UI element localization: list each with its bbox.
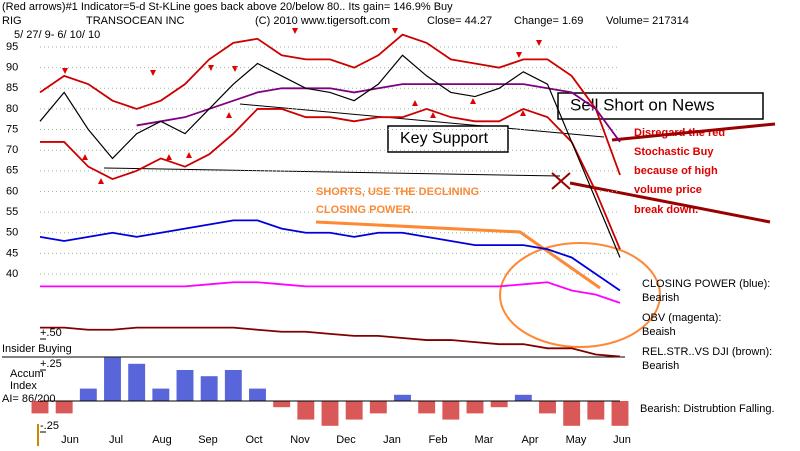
- bar: [490, 401, 508, 408]
- shorts-line: CLOSING POWER.: [316, 204, 414, 216]
- series-line: [39, 54, 621, 258]
- company: TRANSOCEAN INC: [86, 15, 184, 27]
- bar: [514, 394, 532, 401]
- y-tick-label: 80: [6, 103, 18, 115]
- x-tick-label: Feb: [429, 434, 448, 446]
- copyright: (C) 2010 www.tigersoft.com: [255, 15, 390, 27]
- x-tick-label: Apr: [521, 434, 538, 446]
- y-tick-label: 70: [6, 144, 18, 156]
- x-tick-label: Aug: [152, 434, 172, 446]
- series-line: [39, 33, 621, 176]
- support-box: [387, 125, 509, 153]
- bar: [128, 363, 146, 401]
- cross: [551, 172, 571, 190]
- x-tick-label: Oct: [245, 434, 262, 446]
- bar: [369, 401, 387, 414]
- y-tick-label: +.25: [40, 358, 62, 370]
- sell-short: Sell Short on News: [570, 95, 715, 114]
- insider: Insider Buying: [2, 343, 72, 355]
- bar: [611, 401, 629, 426]
- bar: [442, 401, 460, 420]
- y-tick-label: 75: [6, 123, 18, 135]
- bar: [152, 388, 170, 401]
- highlight: [499, 242, 661, 348]
- close: Close= 44.27: [427, 15, 492, 27]
- y-tick-label: 45: [6, 247, 18, 259]
- signal: (Red arrows)#1 Indicator=5-d St-KLine go…: [2, 1, 453, 13]
- bar: [394, 394, 411, 401]
- shorts-note: SHORTS, USE THE DECLINING CLOSING POWER.: [316, 186, 479, 216]
- ticker: RIG: [2, 15, 22, 27]
- bar: [55, 401, 73, 414]
- y-tick-label: 85: [6, 82, 18, 94]
- rs-label: REL.STR..VS DJI (brown):: [642, 346, 772, 358]
- shorts-line: SHORTS, USE THE DECLINING: [316, 186, 479, 198]
- note-line: volume price: [634, 184, 702, 196]
- bar: [249, 388, 266, 401]
- x-tick-label: Sep: [198, 434, 218, 446]
- x-tick-label: May: [566, 434, 587, 446]
- key-support: Key Support: [400, 130, 489, 147]
- bar: [176, 370, 194, 401]
- bar: [418, 401, 436, 414]
- obv-label: OBV (magenta):: [642, 312, 721, 324]
- cp-state: Bearish: [642, 292, 679, 304]
- cp-label: CLOSING POWER (blue):: [642, 278, 770, 290]
- y-tick-label: 95: [6, 41, 18, 53]
- note-line: Stochastic Buy: [634, 146, 714, 158]
- bar: [79, 388, 97, 401]
- y-tick-label: 90: [6, 62, 18, 74]
- accum: Accum: [10, 368, 44, 380]
- trend-line: [239, 103, 605, 138]
- bar: [297, 401, 315, 420]
- y-tick-label: 40: [6, 268, 18, 280]
- bar: [539, 401, 556, 414]
- bar: [200, 376, 218, 401]
- bar: [104, 357, 121, 401]
- y-tick-label: 50: [6, 227, 18, 239]
- series-line: [136, 83, 621, 143]
- note-lines: [569, 122, 776, 224]
- support-line: [103, 167, 561, 177]
- volume: Volume= 217314: [606, 15, 689, 27]
- bar: [224, 370, 242, 401]
- y-tick-label: 65: [6, 165, 18, 177]
- obv-state: Beaish: [642, 326, 676, 338]
- note-line: break down.: [634, 204, 698, 216]
- series-line: [40, 281, 621, 304]
- x-tick-label: Jun: [61, 434, 79, 446]
- index: Index: [10, 380, 37, 392]
- bar: [563, 401, 581, 426]
- x-tick-label: Nov: [290, 434, 310, 446]
- x-tick-label: Dec: [336, 434, 356, 446]
- series-line: [40, 326, 621, 358]
- series-line: [39, 219, 621, 292]
- bar: [587, 401, 605, 420]
- accum-state: Bearish: Distrubtion Falling.: [640, 403, 775, 415]
- rs-state: Bearish: [642, 360, 679, 372]
- bar: [321, 401, 339, 426]
- y-tick-label: +.50: [40, 327, 62, 339]
- x-tick-label: Jul: [109, 434, 123, 446]
- x-tick-label: Mar: [475, 434, 494, 446]
- bar: [31, 401, 49, 414]
- y-tick-label: 60: [6, 185, 18, 197]
- change: Change= 1.69: [514, 15, 583, 27]
- bar: [466, 401, 484, 414]
- shorts-arrow: [315, 220, 601, 290]
- y-tick-label: -.25: [40, 420, 59, 432]
- x-tick-label: Jun: [613, 434, 631, 446]
- dates: 5/ 27/ 9- 6/ 10/ 10: [14, 29, 100, 41]
- y-tick-label: 55: [6, 206, 18, 218]
- x-tick-label: Jan: [383, 434, 401, 446]
- bar: [273, 401, 291, 408]
- series-line: [40, 107, 621, 250]
- bar: [345, 401, 363, 420]
- note-line: because of high: [634, 165, 718, 177]
